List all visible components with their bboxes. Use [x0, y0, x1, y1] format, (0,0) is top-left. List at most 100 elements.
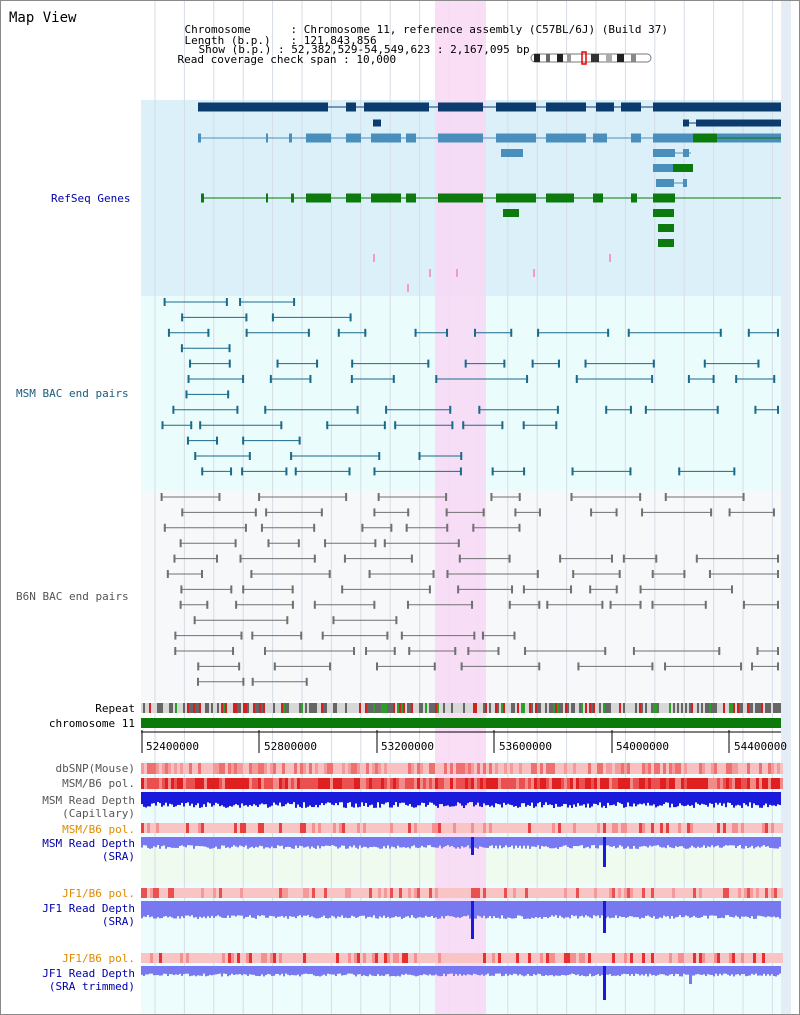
depth-bar: [381, 901, 383, 918]
depth-bar: [169, 966, 171, 975]
heatmap-cell: [282, 823, 285, 833]
heatmap-cell: [423, 953, 426, 963]
depth-bar: [751, 901, 753, 917]
bac-end-mark: [712, 375, 715, 383]
repeat-segment: [491, 703, 493, 713]
repeat-segment: [259, 703, 261, 713]
depth-bar: [477, 792, 479, 803]
heatmap-cell: [300, 888, 303, 898]
heatmap-cell: [378, 823, 381, 833]
depth-bar: [409, 901, 411, 918]
heatmap-cell: [480, 778, 483, 789]
depth-bar: [207, 837, 209, 848]
heatmap-cell: [648, 888, 651, 898]
heatmap-cell: [189, 778, 192, 789]
depth-bar: [537, 837, 539, 846]
heatmap-cell: [249, 953, 252, 963]
jf1-b6-pol-strip: [141, 888, 783, 898]
depth-bar: [309, 901, 311, 918]
depth-bar: [233, 837, 235, 846]
depth-bar: [561, 792, 563, 807]
heatmap-cell: [438, 953, 441, 963]
heatmap-cell: [498, 778, 501, 789]
depth-bar: [393, 901, 395, 918]
heatmap-cell: [216, 778, 219, 789]
depth-bar: [541, 792, 543, 808]
depth-bar: [647, 792, 649, 803]
depth-bar: [159, 837, 161, 849]
depth-bar: [739, 837, 741, 846]
heatmap-cell: [576, 953, 579, 963]
heatmap-cell: [150, 763, 153, 774]
depth-bar: [475, 901, 477, 919]
depth-bar: [583, 966, 585, 976]
heatmap-cell: [267, 763, 270, 774]
bac-end-mark: [728, 508, 731, 517]
heatmap-cell: [777, 888, 780, 898]
depth-bar: [555, 901, 557, 916]
depth-bar: [375, 792, 377, 808]
heatmap-cell: [546, 778, 549, 789]
heatmap-cell: [300, 953, 303, 963]
depth-bar: [659, 901, 661, 918]
bac-end-mark: [242, 677, 245, 686]
heatmap-cell: [225, 823, 228, 833]
heatmap-cell: [186, 763, 189, 774]
heatmap-cell: [585, 763, 588, 774]
depth-bar: [665, 966, 667, 976]
depth-bar: [693, 901, 695, 916]
repeat-segment: [199, 703, 201, 713]
depth-bar: [717, 966, 719, 976]
heatmap-cell: [183, 888, 186, 898]
heatmap-cell: [411, 953, 414, 963]
heatmap-cell: [300, 823, 303, 833]
depth-bar: [381, 966, 383, 976]
repeat-segment: [697, 703, 699, 713]
msm-depth-sra-label-1: MSM Read Depth: [42, 837, 135, 850]
heatmap-cell: [720, 953, 723, 963]
depth-bar: [465, 966, 467, 976]
heatmap-cell: [366, 778, 369, 789]
heatmap-cell: [690, 778, 693, 789]
depth-bar: [551, 966, 553, 976]
heatmap-cell: [357, 763, 360, 774]
gene-exon-block: [653, 133, 693, 143]
heatmap-cell: [177, 823, 180, 833]
msm-b6-pol-strip: [141, 778, 783, 789]
gene-exon-block: [656, 179, 674, 187]
heatmap-cell: [633, 823, 636, 833]
depth-bar: [241, 901, 243, 916]
depth-bar: [221, 966, 223, 977]
depth-bar: [525, 792, 527, 807]
depth-bar: [647, 901, 649, 916]
depth-bar: [401, 966, 403, 975]
depth-bar: [365, 837, 367, 847]
depth-bar: [713, 837, 715, 848]
heatmap-cell: [213, 888, 216, 898]
heatmap-cell: [225, 888, 228, 898]
axis-tick-label: 54000000: [616, 740, 669, 753]
depth-bar: [341, 901, 343, 916]
heatmap-cell: [684, 778, 687, 789]
depth-bar: [751, 792, 753, 808]
depth-bar: [427, 901, 429, 917]
depth-bar: [467, 966, 469, 975]
heatmap-cell: [165, 823, 168, 833]
heatmap-cell: [597, 888, 600, 898]
repeat-segment: [159, 703, 161, 713]
depth-bar: [147, 966, 149, 975]
repeat-segment: [349, 703, 351, 713]
bac-end-mark: [232, 647, 235, 655]
depth-bar: [437, 901, 439, 919]
depth-bar: [407, 792, 409, 806]
heatmap-cell: [171, 888, 174, 898]
depth-bar: [743, 901, 745, 917]
depth-bar: [555, 966, 557, 976]
heatmap-cell: [303, 953, 306, 963]
depth-bar: [645, 966, 647, 974]
depth-bar: [633, 792, 635, 804]
heatmap-cell: [567, 888, 570, 898]
heatmap-cell: [687, 778, 690, 789]
repeat-segment: [335, 703, 337, 713]
